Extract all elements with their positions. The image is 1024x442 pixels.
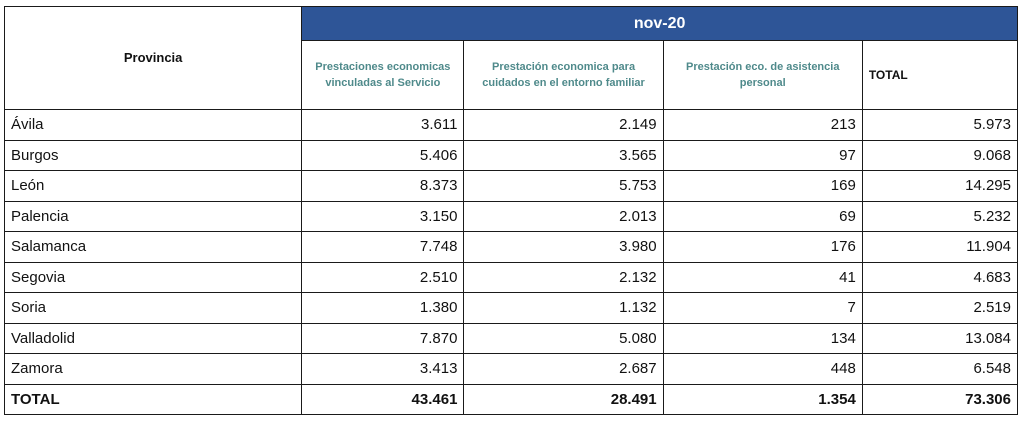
header-row-columns: Prestaciones economicas vinculadas al Se… <box>5 40 1019 110</box>
column-header-asistencia-personal: Prestación eco. de asistencia personal <box>662 40 863 110</box>
asistencia-cell: 7 <box>662 292 863 324</box>
totals-label: TOTAL <box>3 383 303 415</box>
entorno-cell: 5.080 <box>463 322 664 354</box>
provincia-cell: Burgos <box>3 139 303 171</box>
servicio-cell: 7.748 <box>301 231 465 263</box>
total-cell: 5.973 <box>861 109 1019 141</box>
servicio-cell: 1.380 <box>301 292 465 324</box>
totals-entorno: 28.491 <box>463 383 664 415</box>
asistencia-cell: 448 <box>662 353 863 385</box>
column-header-entorno-familiar: Prestación economica para cuidados en el… <box>463 40 664 110</box>
column-header-total: TOTAL <box>861 40 1019 110</box>
total-cell: 4.683 <box>861 261 1019 293</box>
entorno-cell: 3.565 <box>463 139 664 171</box>
asistencia-cell: 69 <box>662 200 863 232</box>
table-row: Burgos 5.406 3.565 97 9.068 <box>3 139 1019 171</box>
provincia-cell: Zamora <box>3 353 303 385</box>
asistencia-cell: 41 <box>662 261 863 293</box>
asistencia-cell: 213 <box>662 109 863 141</box>
table-row: Ávila 3.611 2.149 213 5.973 <box>3 109 1019 141</box>
provincia-cell: Ávila <box>3 109 303 141</box>
total-cell: 13.084 <box>861 322 1019 354</box>
period-header: nov-20 <box>301 6 1018 41</box>
asistencia-cell: 176 <box>662 231 863 263</box>
table-row: Soria 1.380 1.132 7 2.519 <box>3 292 1019 324</box>
table-row: León 8.373 5.753 169 14.295 <box>3 170 1019 202</box>
provincia-header: Provincia <box>3 6 303 110</box>
totals-servicio: 43.461 <box>301 383 465 415</box>
servicio-cell: 3.413 <box>301 353 465 385</box>
totals-row: TOTAL 43.461 28.491 1.354 73.306 <box>3 383 1019 415</box>
entorno-cell: 3.980 <box>463 231 664 263</box>
totals-asistencia: 1.354 <box>662 383 863 415</box>
entorno-cell: 5.753 <box>463 170 664 202</box>
servicio-cell: 8.373 <box>301 170 465 202</box>
provincia-cell: Valladolid <box>3 322 303 354</box>
total-cell: 14.295 <box>861 170 1019 202</box>
total-cell: 2.519 <box>861 292 1019 324</box>
table-row: Valladolid 7.870 5.080 134 13.084 <box>3 322 1019 354</box>
data-table-container: Provincia nov-20 Prestaciones economicas… <box>3 6 1019 415</box>
header-row-period: Provincia nov-20 <box>3 6 1018 110</box>
provincia-cell: Palencia <box>3 200 303 232</box>
provincia-cell: Segovia <box>3 261 303 293</box>
total-cell: 6.548 <box>861 353 1019 385</box>
entorno-cell: 2.132 <box>463 261 664 293</box>
entorno-cell: 2.013 <box>463 200 664 232</box>
provincia-cell: Salamanca <box>3 231 303 263</box>
entorno-cell: 1.132 <box>463 292 664 324</box>
servicio-cell: 3.611 <box>301 109 465 141</box>
table-row: Zamora 3.413 2.687 448 6.548 <box>3 353 1019 385</box>
entorno-cell: 2.149 <box>463 109 664 141</box>
total-cell: 9.068 <box>861 139 1019 171</box>
servicio-cell: 3.150 <box>301 200 465 232</box>
provincia-cell: Soria <box>3 292 303 324</box>
table-row: Segovia 2.510 2.132 41 4.683 <box>3 261 1019 293</box>
prestaciones-table: Provincia nov-20 Prestaciones economicas… <box>3 6 1019 415</box>
servicio-cell: 2.510 <box>301 261 465 293</box>
entorno-cell: 2.687 <box>463 353 664 385</box>
table-row: Palencia 3.150 2.013 69 5.232 <box>3 200 1019 232</box>
column-header-servicio: Prestaciones economicas vinculadas al Se… <box>301 40 465 110</box>
asistencia-cell: 134 <box>662 322 863 354</box>
provincia-cell: León <box>3 170 303 202</box>
asistencia-cell: 169 <box>662 170 863 202</box>
total-cell: 11.904 <box>861 231 1019 263</box>
servicio-cell: 7.870 <box>301 322 465 354</box>
total-cell: 5.232 <box>861 200 1019 232</box>
table-row: Salamanca 7.748 3.980 176 11.904 <box>3 231 1019 263</box>
servicio-cell: 5.406 <box>301 139 465 171</box>
totals-total: 73.306 <box>861 383 1019 415</box>
asistencia-cell: 97 <box>662 139 863 171</box>
